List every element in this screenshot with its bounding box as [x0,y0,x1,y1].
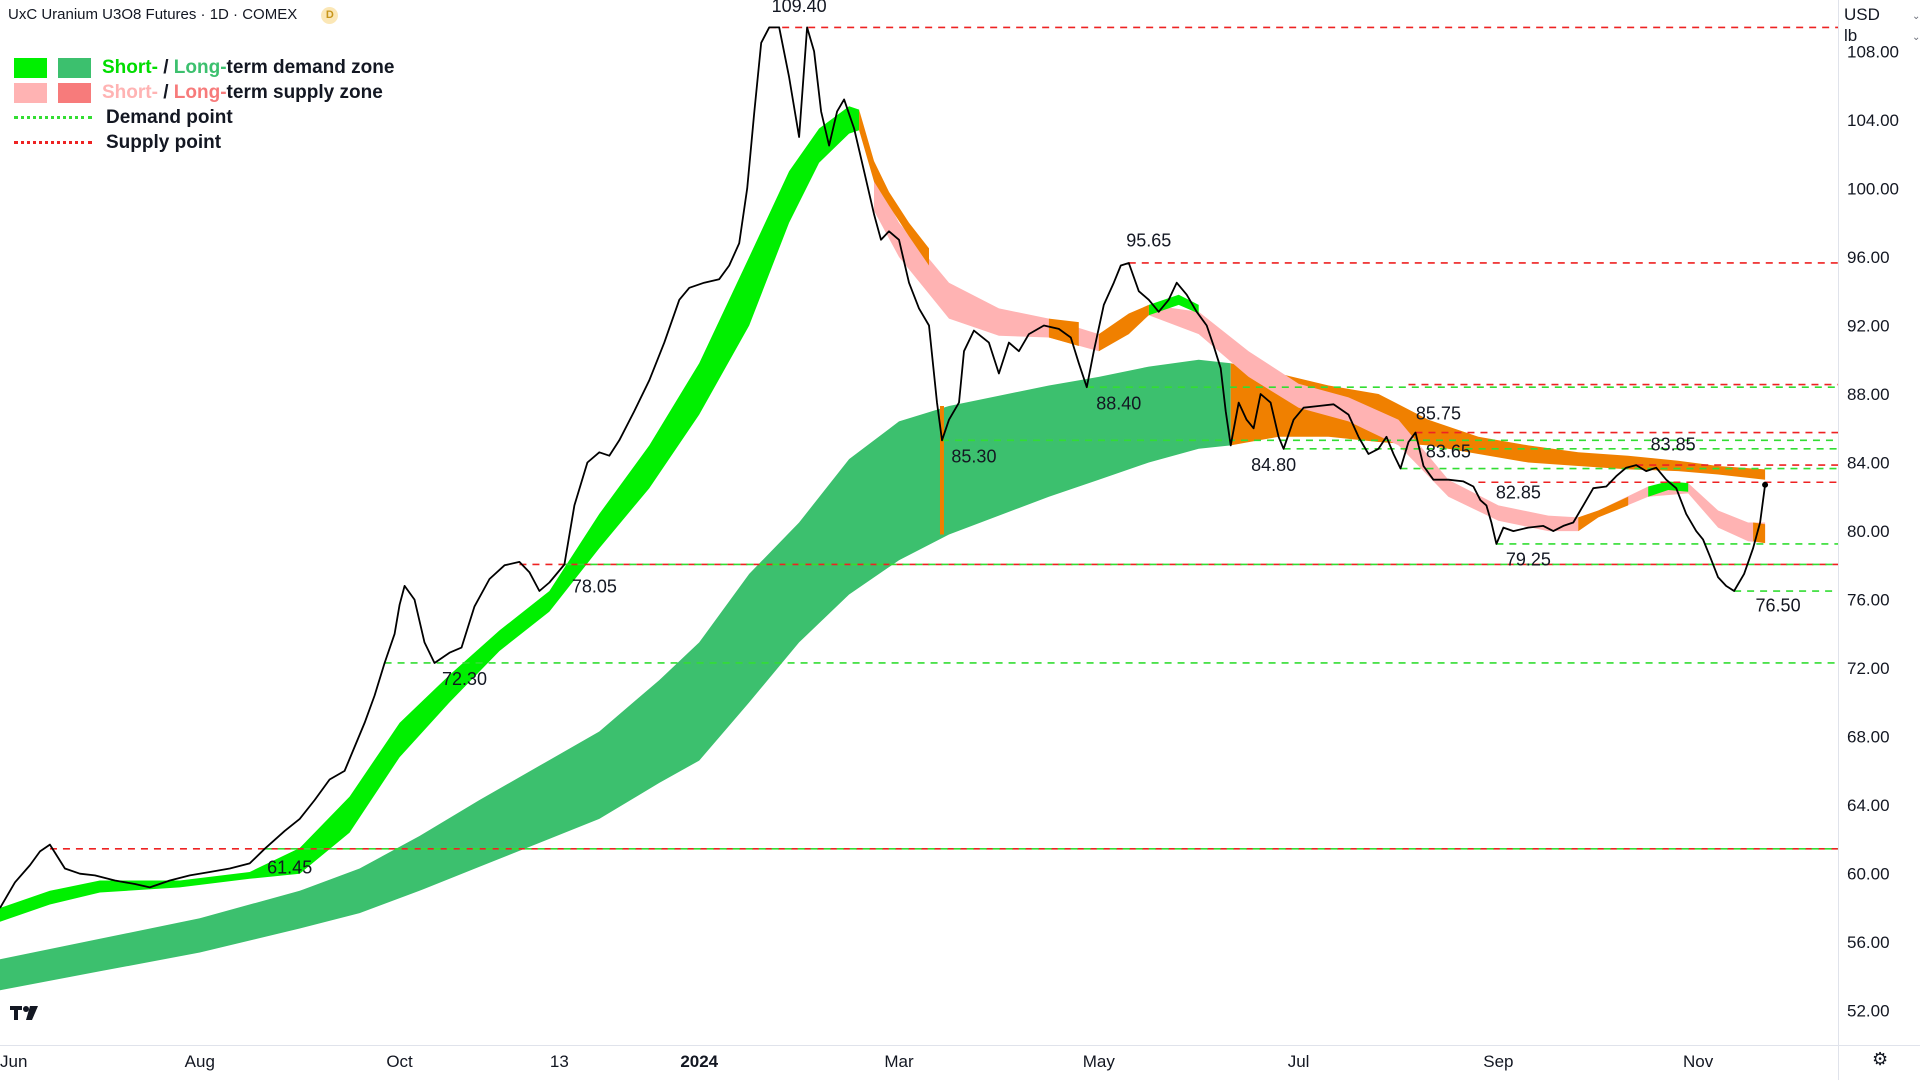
tradingview-logo-icon[interactable] [10,1004,44,1027]
legend-short-text: Short- [102,56,158,78]
y-tick-label: 84.00 [1847,454,1890,473]
demand-point-swatch [14,116,92,119]
demand-point-label: 78.05 [572,577,617,597]
currency-unit-selector[interactable]: USD lb ⌄ ⌄ [1844,4,1920,46]
settings-icon[interactable]: ⚙ [1872,1049,1889,1069]
demand-point-label: 83.65 [1426,441,1471,461]
last-price-dot [1762,481,1769,488]
legend-long-text: Long- [173,56,227,78]
demand-point-label: 85.30 [951,447,996,467]
supply-point-label: 95.65 [1126,231,1171,251]
legend-supply-point: Supply point [14,130,394,155]
legend-demand-point: Demand point [14,105,394,130]
y-tick-label: 72.00 [1847,659,1890,678]
chevron-down-icon: ⌄ [1912,11,1920,22]
legend-sep-text: / [157,56,174,78]
data-status-badge[interactable]: D [321,6,339,24]
supply-point-label: 85.75 [1416,404,1461,424]
x-tick-label: Aug [185,1052,215,1071]
overlap-zone [1578,496,1629,532]
supply-point-swatch [14,141,92,144]
y-tick-label: 52.00 [1847,1002,1890,1021]
y-tick-label: 68.00 [1847,728,1890,747]
legend-demand-zone: Short- / Long- term demand zone [14,55,394,80]
short-demand-swatch [14,57,47,78]
legend-demand-point-text: Demand point [106,106,233,128]
legend-sep-text: / [157,81,174,103]
y-tick-label: 88.00 [1847,385,1890,404]
long-supply-swatch [58,82,91,103]
legend: Short- / Long- term demand zone Short- /… [14,55,394,155]
y-tick-label: 104.00 [1847,111,1899,130]
x-tick-label: Jun [0,1052,27,1071]
zones-layer [0,106,1766,991]
currency-label: USD [1844,5,1880,24]
y-tick-label: 60.00 [1847,865,1890,884]
legend-supply-zone-text: term supply zone [226,81,383,103]
legend-long-text: Long- [173,81,227,103]
x-tick-label: Nov [1683,1052,1714,1071]
x-tick-label: May [1083,1052,1116,1071]
x-tick-label: Jul [1288,1052,1310,1071]
legend-short-text: Short- [102,81,158,103]
y-tick-label: 64.00 [1847,796,1890,815]
y-tick-label: 96.00 [1847,248,1890,267]
price-line [0,26,1766,909]
short-supply-swatch [14,82,47,103]
x-tick-label: 2024 [680,1052,718,1071]
chart-header: UxC Uranium U3O8 Futures · 1D · COMEX D [8,6,339,24]
long-demand-swatch [58,57,91,78]
demand-point-label: 88.40 [1096,393,1141,413]
legend-supply-point-text: Supply point [106,131,222,153]
y-tick-label: 56.00 [1847,933,1890,952]
y-tick-label: 100.00 [1847,179,1899,198]
demand-point-label: 84.80 [1251,455,1296,475]
demand-point-label: 61.45 [267,858,312,878]
legend-supply-zone: Short- / Long- term supply zone [14,80,394,105]
demand-point-label: 72.30 [442,669,487,689]
levels-layer [49,26,1838,850]
short-term-demand-zone [0,106,860,922]
supply-point-label: 83.85 [1651,435,1696,455]
x-tick-label: Sep [1483,1052,1513,1071]
y-tick-label: 80.00 [1847,522,1890,541]
symbol-title[interactable]: UxC Uranium U3O8 Futures · 1D · COMEX [8,6,298,23]
supply-point-label: 109.40 [772,0,827,16]
y-tick-label: 76.00 [1847,591,1890,610]
overlap-zone [1230,363,1766,480]
short-term-demand-zone [1648,481,1689,497]
demand-point-label: 76.50 [1756,596,1801,616]
long-term-demand-zone [0,359,1231,991]
unit-label: lb [1844,26,1858,45]
price-layer [0,26,1769,909]
x-tick-label: 13 [550,1052,569,1071]
supply-point-label: 82.85 [1496,483,1541,503]
y-tick-label: 92.00 [1847,316,1890,335]
overlap-zone [1098,304,1149,352]
point-labels-layer: 109.40 95.65 85.75 83.85 82.85 88.40 85.30 84.8… [267,0,1800,878]
chevron-down-icon: ⌄ [1912,32,1920,43]
y-tick-label: 108.00 [1847,42,1899,61]
demand-point-label: 79.25 [1506,549,1551,569]
x-tick-label: Mar [884,1052,914,1071]
legend-demand-zone-text: term demand zone [226,56,395,78]
x-tick-label: Oct [386,1052,413,1071]
overlap-zone [859,109,929,266]
